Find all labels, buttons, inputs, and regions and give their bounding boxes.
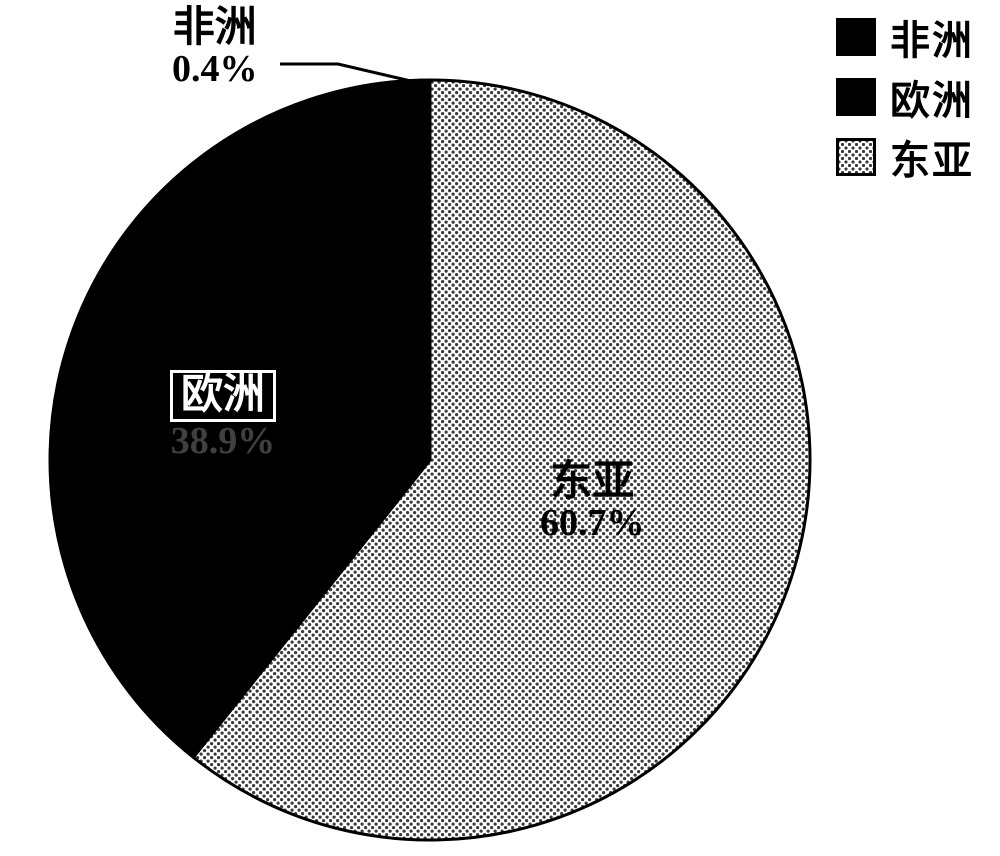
slice-name-east-asia: 东亚 [550, 460, 634, 504]
legend: 非洲 欧洲 东亚 [836, 8, 974, 186]
legend-label-europe: 欧洲 [890, 68, 974, 126]
legend-label-east-asia: 东亚 [890, 128, 974, 186]
chart-stage: 东亚 60.7% 欧洲 38.9% 非洲 0.4% 非洲 欧洲 东亚 [0, 0, 1000, 856]
legend-item-africa: 非洲 [836, 8, 974, 66]
slice-pct-europe: 38.9% [170, 422, 276, 462]
legend-label-africa: 非洲 [890, 8, 974, 66]
legend-swatch-east-asia [836, 138, 876, 176]
legend-item-europe: 欧洲 [836, 68, 974, 126]
slice-pct-east-asia: 60.7% [540, 504, 645, 544]
slice-pct-africa: 0.4% [172, 50, 258, 90]
legend-swatch-europe [836, 78, 876, 116]
legend-item-east-asia: 东亚 [836, 128, 974, 186]
slice-label-europe: 欧洲 38.9% [170, 370, 276, 462]
slice-label-east-asia: 东亚 60.7% [540, 460, 645, 544]
slice-name-africa: 非洲 [173, 6, 257, 50]
slice-name-europe: 欧洲 [170, 370, 276, 422]
legend-swatch-africa [836, 18, 876, 56]
slice-label-africa: 非洲 0.4% [172, 6, 258, 90]
